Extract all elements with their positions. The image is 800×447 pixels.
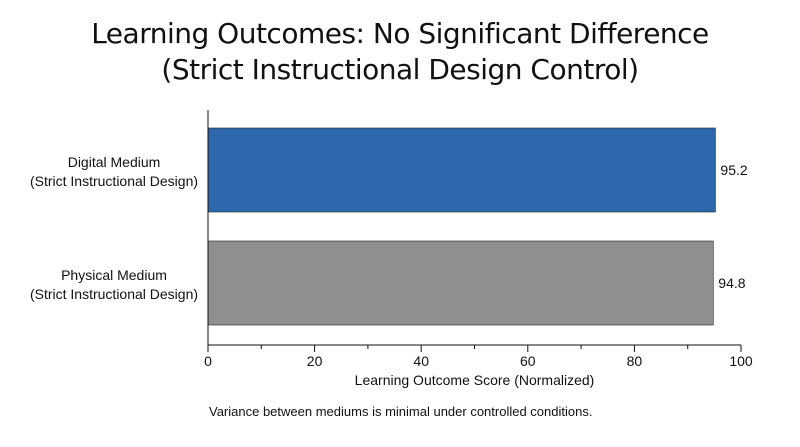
category-label-2-line-1: Physical Medium <box>61 267 167 283</box>
bar-1 <box>207 127 716 213</box>
footnote: Variance between mediums is minimal unde… <box>209 404 593 419</box>
x-tick-label-0: 0 <box>204 353 212 369</box>
bars-group <box>207 127 716 326</box>
x-axis-label: Learning Outcome Score (Normalized) <box>355 372 595 388</box>
category-labels-group: Digital Medium (Strict Instructional Desi… <box>30 154 198 302</box>
x-tick-label-60: 60 <box>520 353 536 369</box>
bar-2 <box>207 240 714 326</box>
category-label-1-line-2: (Strict Instructional Design) <box>30 173 198 189</box>
chart-title-line-2: (Strict Instructional Design Control) <box>161 53 639 86</box>
category-label-2-line-2: (Strict Instructional Design) <box>30 286 198 302</box>
chart-title: Learning Outcomes: No Significant Differ… <box>0 16 800 88</box>
x-tick-label-100: 100 <box>729 353 753 369</box>
x-ticks-group: 0 20 40 60 80 100 <box>204 345 753 369</box>
value-label-2: 94.8 <box>718 275 745 291</box>
x-tick-label-20: 20 <box>307 353 323 369</box>
chart-title-line-1: Learning Outcomes: No Significant Differ… <box>91 17 709 50</box>
x-tick-label-80: 80 <box>627 353 643 369</box>
category-label-1-line-1: Digital Medium <box>68 154 161 170</box>
x-tick-label-40: 40 <box>413 353 429 369</box>
value-labels-group: 95.2 94.8 <box>718 162 748 291</box>
value-label-1: 95.2 <box>720 162 747 178</box>
